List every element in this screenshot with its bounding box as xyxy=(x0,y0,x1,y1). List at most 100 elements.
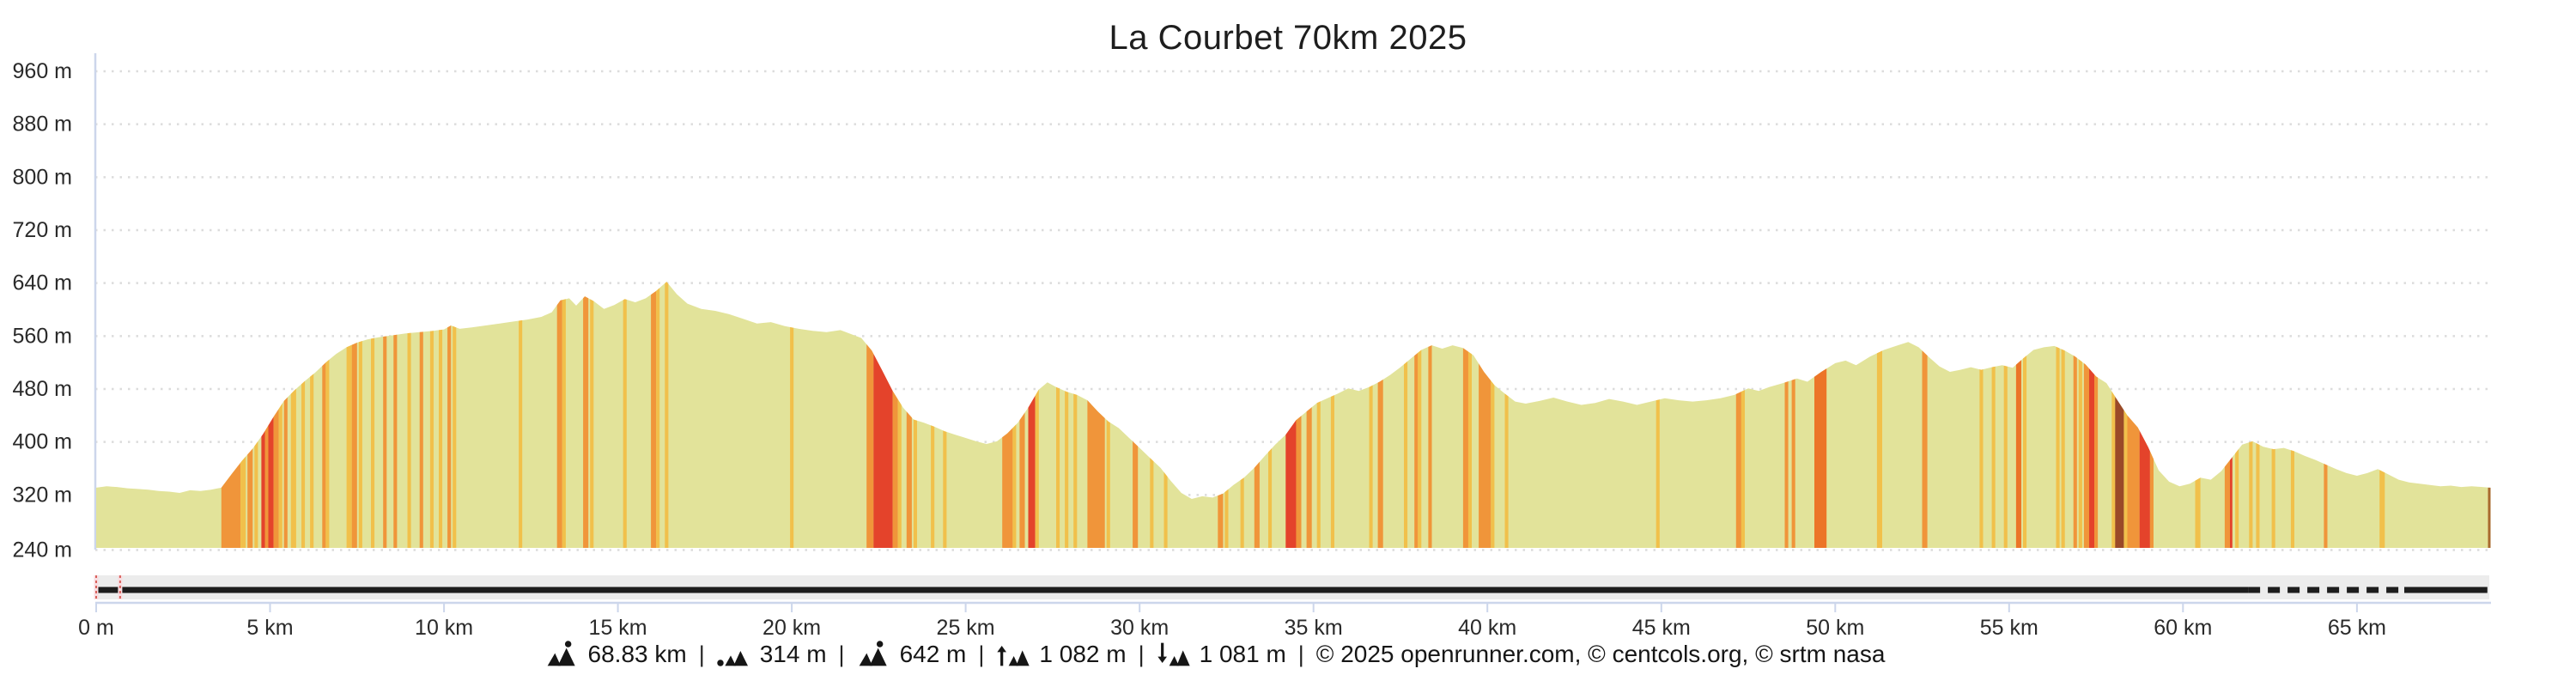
chart-title: La Courbet 70km 2025 xyxy=(1109,19,1467,57)
slope-band xyxy=(371,282,375,548)
slope-band xyxy=(556,282,562,548)
slope-band xyxy=(1414,282,1419,548)
slope-band xyxy=(2111,282,2116,548)
slope-band xyxy=(656,282,660,548)
stat-separator: | xyxy=(838,641,845,667)
slope-band xyxy=(519,282,523,548)
slope-band xyxy=(623,282,627,548)
stat-max-elevation-value: 642 m xyxy=(899,641,967,667)
slope-band xyxy=(1218,282,1224,548)
stat-ascent-value: 1 082 m xyxy=(1039,641,1127,667)
slope-band xyxy=(1369,282,1373,548)
slope-band xyxy=(892,282,898,548)
slope-band xyxy=(453,282,457,548)
slope-band xyxy=(351,282,357,548)
slope-band xyxy=(790,282,794,548)
slope-band xyxy=(2123,282,2128,548)
slope-band xyxy=(2083,282,2089,548)
x-tick-label: 0 m xyxy=(78,616,114,640)
slope-band xyxy=(1784,282,1789,548)
slope-band xyxy=(1306,282,1312,548)
stat-ascent: 1 082 m xyxy=(996,641,1127,668)
slope-band xyxy=(906,282,912,548)
slope-band xyxy=(562,282,566,548)
slope-band xyxy=(283,282,288,548)
slope-band xyxy=(383,282,387,548)
y-tick-label: 640 m xyxy=(13,271,72,295)
slope-band xyxy=(407,282,411,548)
y-tick-label: 320 m xyxy=(13,483,72,507)
x-tick-label: 30 km xyxy=(1110,616,1169,640)
slope-band xyxy=(301,282,306,548)
slope-band xyxy=(1377,282,1383,548)
slope-band xyxy=(429,282,434,548)
slope-band xyxy=(583,282,589,548)
x-tick-label: 15 km xyxy=(589,616,647,640)
slope-band xyxy=(2089,282,2095,548)
stat-separator: | xyxy=(978,641,985,667)
slope-band xyxy=(2115,282,2124,548)
y-tick-label: 960 m xyxy=(13,59,72,83)
slope-band xyxy=(1791,282,1795,548)
slope-band xyxy=(1028,282,1036,548)
slope-band xyxy=(590,282,594,548)
slope-band xyxy=(2023,282,2027,548)
elevation-area[interactable] xyxy=(96,282,2490,548)
stat-distance: 68.83 km xyxy=(545,641,687,668)
x-tick-label: 45 km xyxy=(1632,616,1691,640)
slope-band xyxy=(897,282,902,548)
y-tick-label: 720 m xyxy=(13,218,72,242)
slope-band xyxy=(419,282,423,548)
slope-band xyxy=(290,282,296,548)
slope-band xyxy=(358,282,362,548)
slope-band xyxy=(1656,282,1660,548)
stat-descent-value: 1 081 m xyxy=(1199,641,1286,667)
slope-band xyxy=(273,282,279,548)
slope-band xyxy=(393,282,398,548)
x-tick-label: 40 km xyxy=(1458,616,1516,640)
slope-band xyxy=(310,282,314,548)
copyright-text: © 2025 openrunner.com, © centcols.org, ©… xyxy=(1315,641,1886,667)
slope-band xyxy=(1316,282,1321,548)
slope-band xyxy=(1979,282,1984,548)
slope-band xyxy=(1163,282,1168,548)
slope-band xyxy=(1922,282,1928,548)
y-tick-label: 480 m xyxy=(13,377,72,401)
stat-distance-value: 68.83 km xyxy=(587,641,687,667)
x-tick-label: 25 km xyxy=(937,616,995,640)
stat-min-elevation: 314 m xyxy=(716,641,827,668)
slope-band xyxy=(866,282,874,548)
slope-band xyxy=(2094,282,2099,548)
slope-band xyxy=(1467,282,1472,548)
stat-min-elevation-value: 314 m xyxy=(759,641,827,667)
slope-band xyxy=(2195,282,2201,548)
slope-band xyxy=(2015,282,2021,548)
y-tick-label: 240 m xyxy=(13,538,72,562)
slope-band xyxy=(1240,282,1244,548)
slope-band xyxy=(1428,282,1432,548)
slope-band xyxy=(2003,282,2008,548)
stat-separator: | xyxy=(1297,641,1304,667)
mountain-max-elevation-icon xyxy=(859,641,887,666)
slope-band xyxy=(1735,282,1741,548)
mountain-distance-icon xyxy=(547,641,575,666)
slope-band xyxy=(665,282,669,548)
x-tick-label: 65 km xyxy=(2328,616,2386,640)
slope-band xyxy=(447,282,452,548)
slope-band xyxy=(1065,282,1069,548)
slope-band xyxy=(439,282,443,548)
slope-band xyxy=(2073,282,2077,548)
slope-band xyxy=(1491,282,1495,548)
mountain-descent-icon xyxy=(1157,642,1190,666)
slope-band xyxy=(1035,282,1039,548)
y-tick-label: 400 m xyxy=(13,430,72,454)
x-tick-label: 35 km xyxy=(1285,616,1343,640)
slope-band xyxy=(1404,282,1408,548)
slope-band xyxy=(1504,282,1509,548)
slope-band xyxy=(1224,282,1229,548)
stat-separator: | xyxy=(1138,641,1145,667)
slope-band xyxy=(1876,282,1882,548)
slope-band xyxy=(1991,282,1996,548)
